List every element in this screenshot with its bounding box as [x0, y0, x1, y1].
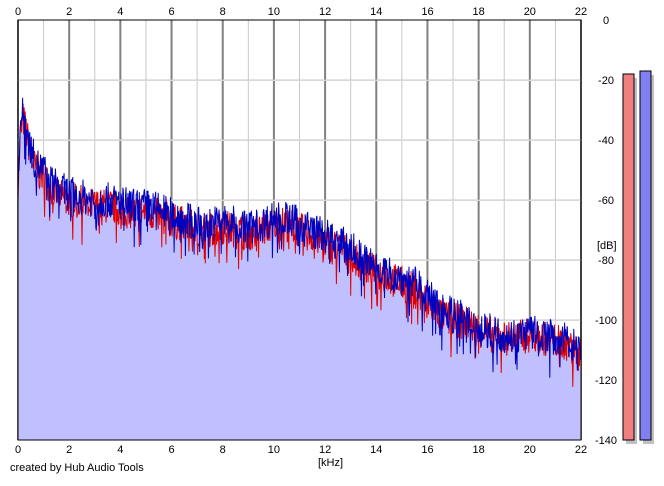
- y-tick-label: -40: [598, 135, 614, 147]
- spectrum-fill-area: [18, 97, 581, 441]
- x-tick-label-bottom: 14: [370, 444, 382, 456]
- level-meter-right: [639, 70, 652, 441]
- x-tick-label-top: 22: [575, 6, 587, 18]
- x-tick-label-top: 6: [168, 6, 174, 18]
- x-tick-label-bottom: 22: [575, 444, 587, 456]
- y-tick-label: -80: [598, 255, 614, 267]
- x-axis-label: [kHz]: [318, 457, 344, 469]
- x-tick-label-bottom: 18: [473, 444, 485, 456]
- x-tick-label-bottom: 0: [15, 444, 21, 456]
- y-tick-label: -140: [595, 435, 617, 447]
- x-tick-label-top: 20: [524, 6, 536, 18]
- x-tick-label-bottom: 16: [421, 444, 433, 456]
- x-tick-label-bottom: 12: [319, 444, 331, 456]
- x-tick-label-bottom: 10: [268, 444, 280, 456]
- series-line-right: [17, 97, 582, 378]
- y-axis-label: [dB]: [597, 240, 617, 252]
- x-tick-label-bottom: 4: [117, 444, 123, 456]
- x-tick-label-top: 2: [66, 6, 72, 18]
- x-tick-label-bottom: 20: [524, 444, 536, 456]
- x-tick-label-top: 16: [421, 6, 433, 18]
- level-meter-left: [622, 73, 635, 441]
- x-tick-label-bottom: 6: [168, 444, 174, 456]
- y-tick-label: 0: [603, 15, 609, 27]
- x-tick-label-top: 12: [319, 6, 331, 18]
- y-tick-label: -120: [595, 375, 617, 387]
- x-tick-label-top: 8: [220, 6, 226, 18]
- x-tick-label-bottom: 8: [220, 444, 226, 456]
- series-line-left: [17, 103, 582, 387]
- x-tick-label-top: 4: [117, 6, 123, 18]
- y-tick-label: -100: [595, 315, 617, 327]
- y-tick-label: -60: [598, 195, 614, 207]
- credit-text: created by Hub Audio Tools: [10, 462, 144, 474]
- x-tick-label-top: 0: [15, 6, 21, 18]
- x-tick-label-top: 18: [473, 6, 485, 18]
- x-tick-label-top: 10: [268, 6, 280, 18]
- x-tick-label-bottom: 2: [66, 444, 72, 456]
- plot-frame: [17, 19, 582, 441]
- x-tick-label-top: 14: [370, 6, 382, 18]
- y-tick-label: -20: [598, 75, 614, 87]
